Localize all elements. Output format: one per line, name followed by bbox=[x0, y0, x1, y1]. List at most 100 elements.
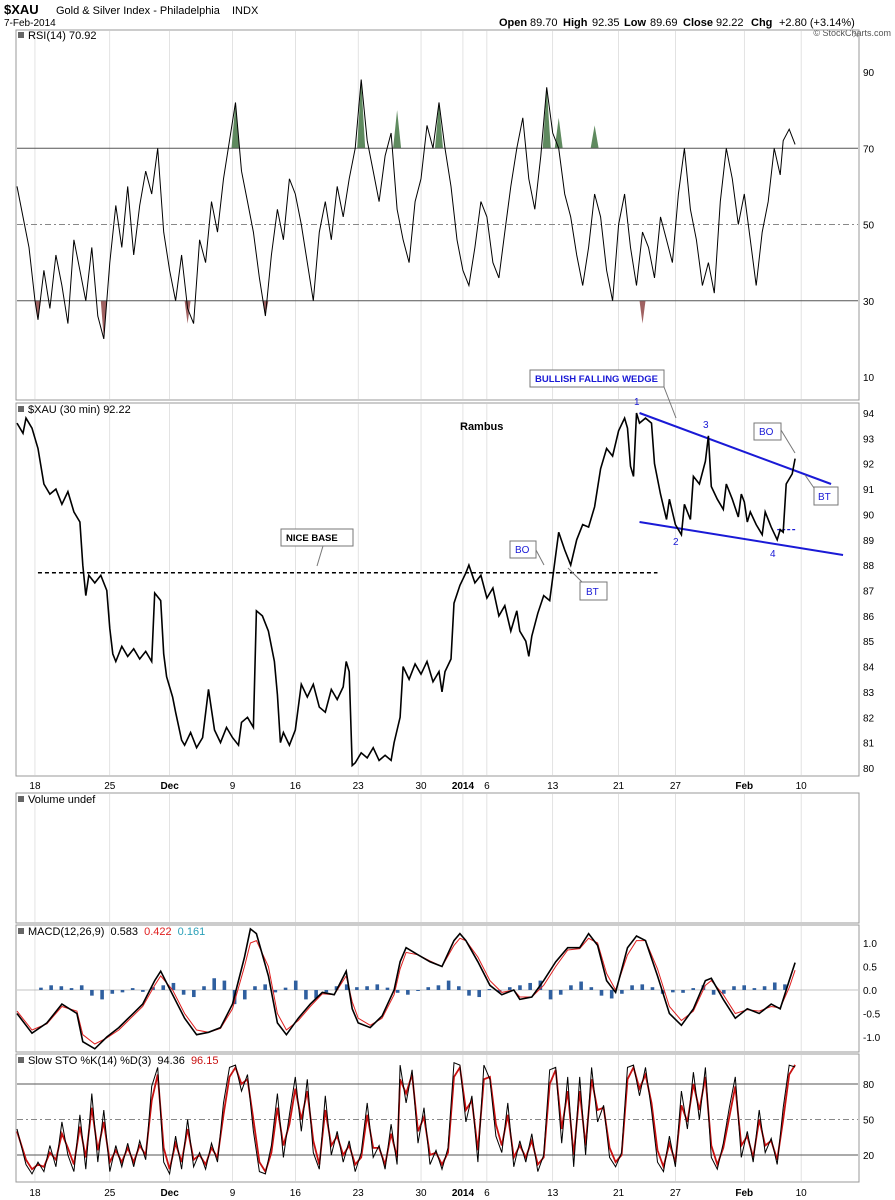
macd-tick-label: 0.0 bbox=[863, 986, 877, 997]
rsi-overbought-fill bbox=[434, 102, 443, 149]
sto-grid bbox=[34, 1055, 802, 1181]
macd-tick-label: -0.5 bbox=[863, 1010, 881, 1021]
macd-hist-bar bbox=[650, 987, 655, 990]
wedge-label: BULLISH FALLING WEDGE bbox=[535, 374, 658, 385]
macd-hist-bar bbox=[293, 980, 298, 990]
bo2-box bbox=[753, 422, 782, 441]
bo1-callout: BO bbox=[509, 540, 545, 566]
macd-value: 0.583 bbox=[110, 926, 138, 938]
macd-hist-bar bbox=[589, 987, 594, 990]
wedge-callout-box bbox=[529, 369, 665, 388]
x-tick-label: 13 bbox=[547, 781, 559, 792]
price-x-axis: 18 25 Dec 9 16 23 30 2014 6 13 21 27 Feb 10 bbox=[29, 781, 807, 792]
rsi-grid bbox=[34, 31, 802, 399]
sto-title: Slow STO %K(14) %D(3) bbox=[28, 1055, 151, 1067]
x-tick-label: 2014 bbox=[452, 781, 475, 792]
x-tick-label: 16 bbox=[290, 1188, 302, 1199]
rsi-oversold-fill bbox=[639, 300, 646, 324]
macd-hist-bar bbox=[334, 986, 339, 990]
high-value: 92.35 bbox=[592, 17, 620, 29]
rsi-oversold-fill bbox=[100, 300, 107, 339]
price-tick-label: 87 bbox=[863, 587, 875, 598]
panel-close-icon[interactable]: ✕ bbox=[852, 30, 860, 40]
price-tick-label: 80 bbox=[863, 764, 875, 775]
bt1-pointer bbox=[567, 567, 583, 583]
macd-hist-bar bbox=[110, 990, 115, 994]
price-tick-label: 86 bbox=[863, 612, 875, 623]
x-tick-label: 23 bbox=[353, 781, 365, 792]
rsi-fills bbox=[34, 79, 646, 339]
macd-hist-value: 0.161 bbox=[178, 926, 206, 938]
volume-title: Volume undef bbox=[28, 794, 96, 806]
copyright: © StockCharts.com bbox=[813, 28, 891, 38]
rsi-marker-icon bbox=[18, 32, 24, 38]
sto-tick-label: 80 bbox=[863, 1080, 875, 1091]
wedge-callout-pointer bbox=[663, 386, 677, 419]
sto-k-value: 94.36 bbox=[157, 1055, 185, 1067]
bt2-callout: BT bbox=[804, 474, 839, 506]
bo2-pointer bbox=[780, 429, 796, 454]
macd-marker-icon bbox=[18, 928, 24, 934]
price-tick-label: 92 bbox=[863, 460, 875, 471]
x-tick-label: 25 bbox=[104, 1188, 116, 1199]
macd-hist-bar bbox=[783, 984, 787, 990]
bt2-label: BT bbox=[818, 492, 831, 503]
macd-hist-bar bbox=[406, 990, 410, 995]
x-tick-label: 30 bbox=[415, 1188, 427, 1199]
x-tick-label: 10 bbox=[796, 1188, 808, 1199]
price-tick-label: 91 bbox=[863, 485, 875, 496]
rsi-tick-label: 30 bbox=[863, 297, 875, 308]
x-tick-label: 21 bbox=[613, 781, 625, 792]
x-tick-label: 13 bbox=[547, 1188, 559, 1199]
macd-panel: 1.0 0.5 0.0 -0.5 -1.0 MACD(12,26,9) 0.583 0.… bbox=[15, 924, 881, 1053]
x-tick-label: Feb bbox=[735, 1188, 753, 1199]
macd-hist-bar bbox=[426, 987, 431, 990]
symbol: $XAU bbox=[4, 2, 39, 17]
wedge-point-4: 4 bbox=[770, 549, 776, 560]
macd-hist-bar bbox=[79, 985, 84, 990]
price-tick-label: 93 bbox=[863, 434, 875, 445]
macd-hist-bar bbox=[722, 990, 726, 994]
price-tick-label: 82 bbox=[863, 713, 875, 724]
x-tick-label: 30 bbox=[415, 781, 427, 792]
macd-hist-bar bbox=[497, 990, 502, 993]
macd-hist-bar bbox=[548, 990, 553, 1000]
x-tick-label: Dec bbox=[160, 781, 179, 792]
macd-hist-bar bbox=[273, 990, 278, 993]
macd-tick-label: 1.0 bbox=[863, 939, 877, 950]
rsi-overbought-fill bbox=[393, 110, 402, 149]
rsi-overbought-fill bbox=[231, 102, 240, 149]
macd-hist-bar bbox=[242, 990, 247, 1000]
macd-hist-bar bbox=[558, 990, 563, 995]
rsi-line bbox=[16, 79, 796, 340]
price-tick-label: 84 bbox=[863, 663, 875, 674]
macd-hist-bar bbox=[620, 990, 624, 994]
x-tick-label: 21 bbox=[613, 1188, 625, 1199]
close-value: 92.22 bbox=[716, 17, 744, 29]
macd-hist-bar bbox=[344, 984, 349, 990]
price-tick-label: 85 bbox=[863, 637, 875, 648]
macd-hist-bar bbox=[90, 990, 94, 996]
rsi-overbought-fill bbox=[357, 79, 366, 149]
rsi-overbought-fill bbox=[542, 87, 551, 149]
macd-hist-bar bbox=[365, 986, 369, 990]
macd-signal-value: 0.422 bbox=[144, 926, 172, 938]
rsi-tick-label: 50 bbox=[863, 221, 875, 232]
macd-hist-bar bbox=[772, 982, 777, 990]
volume-grid bbox=[34, 794, 802, 922]
price-line bbox=[16, 412, 796, 768]
x-tick-label: 6 bbox=[484, 781, 490, 792]
wedge-callout: BULLISH FALLING WEDGE bbox=[529, 369, 677, 419]
rsi-tick-label: 10 bbox=[863, 373, 875, 384]
macd-hist-bar bbox=[681, 990, 685, 993]
macd-hist-bar bbox=[640, 984, 645, 990]
x-tick-label: Dec bbox=[160, 1188, 179, 1199]
macd-tick-label: -1.0 bbox=[863, 1033, 881, 1044]
macd-signal-line bbox=[16, 937, 796, 1045]
price-frame bbox=[15, 402, 860, 777]
bt2-pointer bbox=[804, 474, 815, 489]
macd-hist-bar bbox=[507, 987, 512, 990]
macd-hist-bar bbox=[436, 985, 441, 990]
macd-hist-bar bbox=[253, 986, 257, 990]
